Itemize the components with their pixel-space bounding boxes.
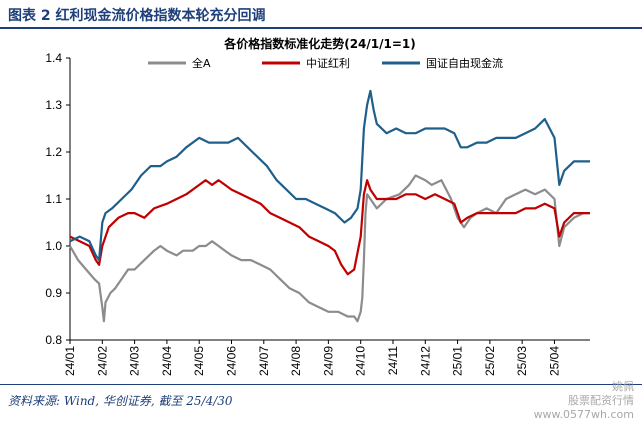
figure-title: 图表 2 红利现金流价格指数本轮充分回调 [8, 8, 266, 24]
x-tick-label: 25/01 [451, 346, 465, 376]
x-tick-label: 24/08 [289, 346, 303, 376]
y-tick-label: 0.8 [45, 333, 62, 347]
source-note: 资料来源: Wind, 华创证券, 截至 25/4/30 [8, 394, 233, 408]
watermark-line3: www.0577wh.com [533, 408, 634, 421]
legend: 全A 中证红利 国证自由现金流 [148, 56, 503, 70]
x-tick-label: 25/03 [515, 346, 529, 376]
series-line-1 [69, 179, 590, 276]
legend-label-0: 全A [192, 56, 211, 70]
x-tick-label: 24/12 [418, 346, 432, 376]
y-tick-label: 1.2 [45, 145, 62, 159]
x-tick-label: 25/02 [483, 346, 497, 376]
watermark-line2: 股票配资行情 [568, 394, 634, 407]
axes: 1.4 1.3 1.2 1.1 1.0 0.9 0.824/01 24/02 24/03 24/0… [45, 51, 590, 376]
x-tick-label: 24/03 [128, 346, 142, 376]
x-tick-label: 25/04 [547, 346, 561, 376]
header-divider [0, 27, 642, 29]
x-tick-label: 24/11 [386, 346, 400, 375]
y-tick-label: 1.4 [45, 51, 62, 65]
y-tick-label: 1.0 [45, 239, 62, 253]
x-tick-label: 24/01 [63, 346, 77, 376]
series-layer [69, 89, 590, 323]
x-tick-label: 24/09 [321, 346, 335, 376]
series-line-0 [69, 174, 590, 323]
watermark-line1: 姚佩 [612, 380, 634, 393]
chart-title: 各价格指数标准化走势(24/1/1=1) [223, 36, 416, 51]
x-tick-label: 24/04 [160, 346, 174, 376]
y-tick-label: 0.9 [45, 286, 62, 300]
legend-label-1: 中证红利 [306, 57, 350, 70]
x-tick-label: 24/05 [192, 346, 206, 376]
x-tick-label: 24/06 [224, 346, 238, 376]
y-tick-label: 1.1 [45, 192, 62, 206]
x-tick-label: 24/02 [95, 346, 109, 376]
legend-label-2: 国证自由现金流 [426, 56, 503, 70]
footer-divider [0, 384, 642, 385]
x-tick-label: 24/07 [257, 346, 271, 376]
y-tick-label: 1.3 [45, 98, 62, 112]
x-tick-label: 24/10 [354, 346, 368, 376]
series-line-2 [69, 89, 590, 262]
figure-header: 图表 2 红利现金流价格指数本轮充分回调 [0, 0, 642, 29]
